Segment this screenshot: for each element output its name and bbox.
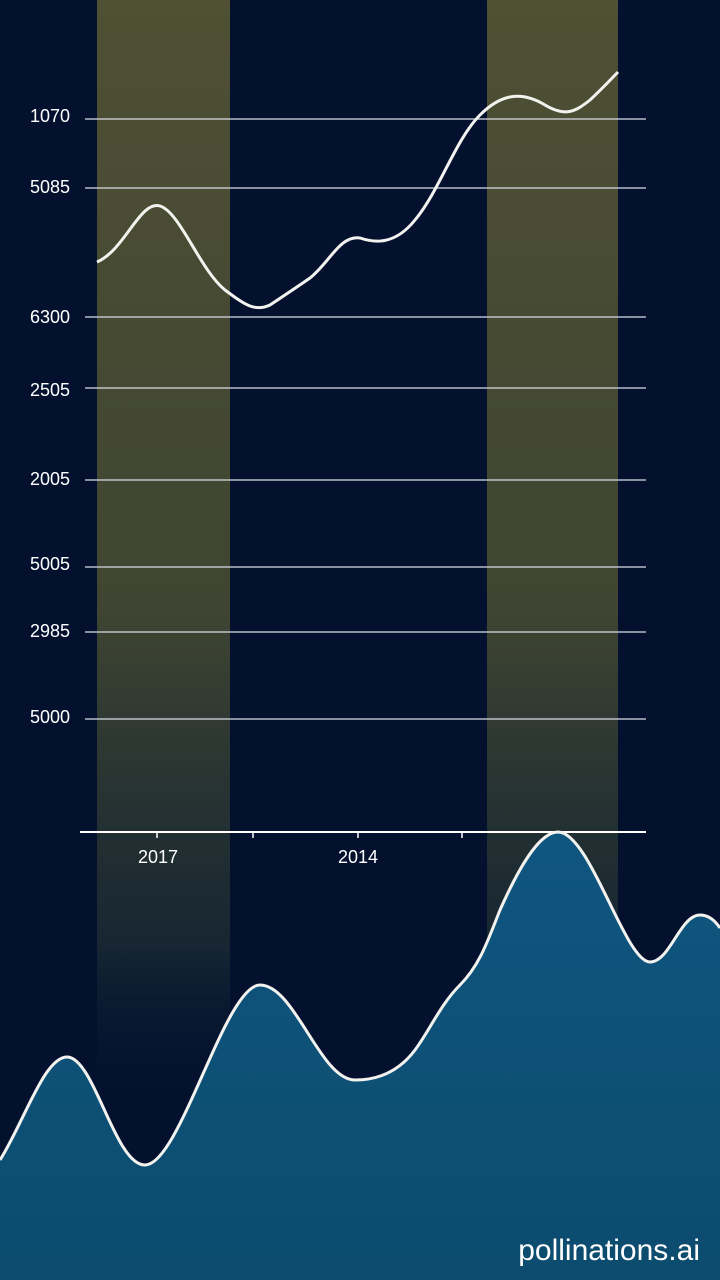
y-tick-label: 5085: [30, 177, 70, 197]
x-tick-label: 2017: [138, 847, 178, 867]
y-tick-label: 5000: [30, 707, 70, 727]
highlight-band: [97, 0, 230, 1110]
area-curve: [0, 830, 720, 1167]
y-tick-label: 2505: [30, 380, 70, 400]
x-tick-label: 2014: [338, 847, 378, 867]
y-axis-labels: 1070 5085 6300 2505 2005 5005 2985 5000: [30, 106, 70, 727]
line-curve: [96, 70, 620, 310]
y-tick-label: 2985: [30, 621, 70, 641]
watermark: pollinations.ai: [518, 1234, 700, 1267]
y-tick-label: 5005: [30, 554, 70, 574]
grid: [85, 118, 646, 720]
area-fill: [0, 832, 720, 1280]
y-tick-label: 6300: [30, 307, 70, 327]
y-tick-label: 1070: [30, 106, 70, 126]
y-tick-label: 2005: [30, 469, 70, 489]
